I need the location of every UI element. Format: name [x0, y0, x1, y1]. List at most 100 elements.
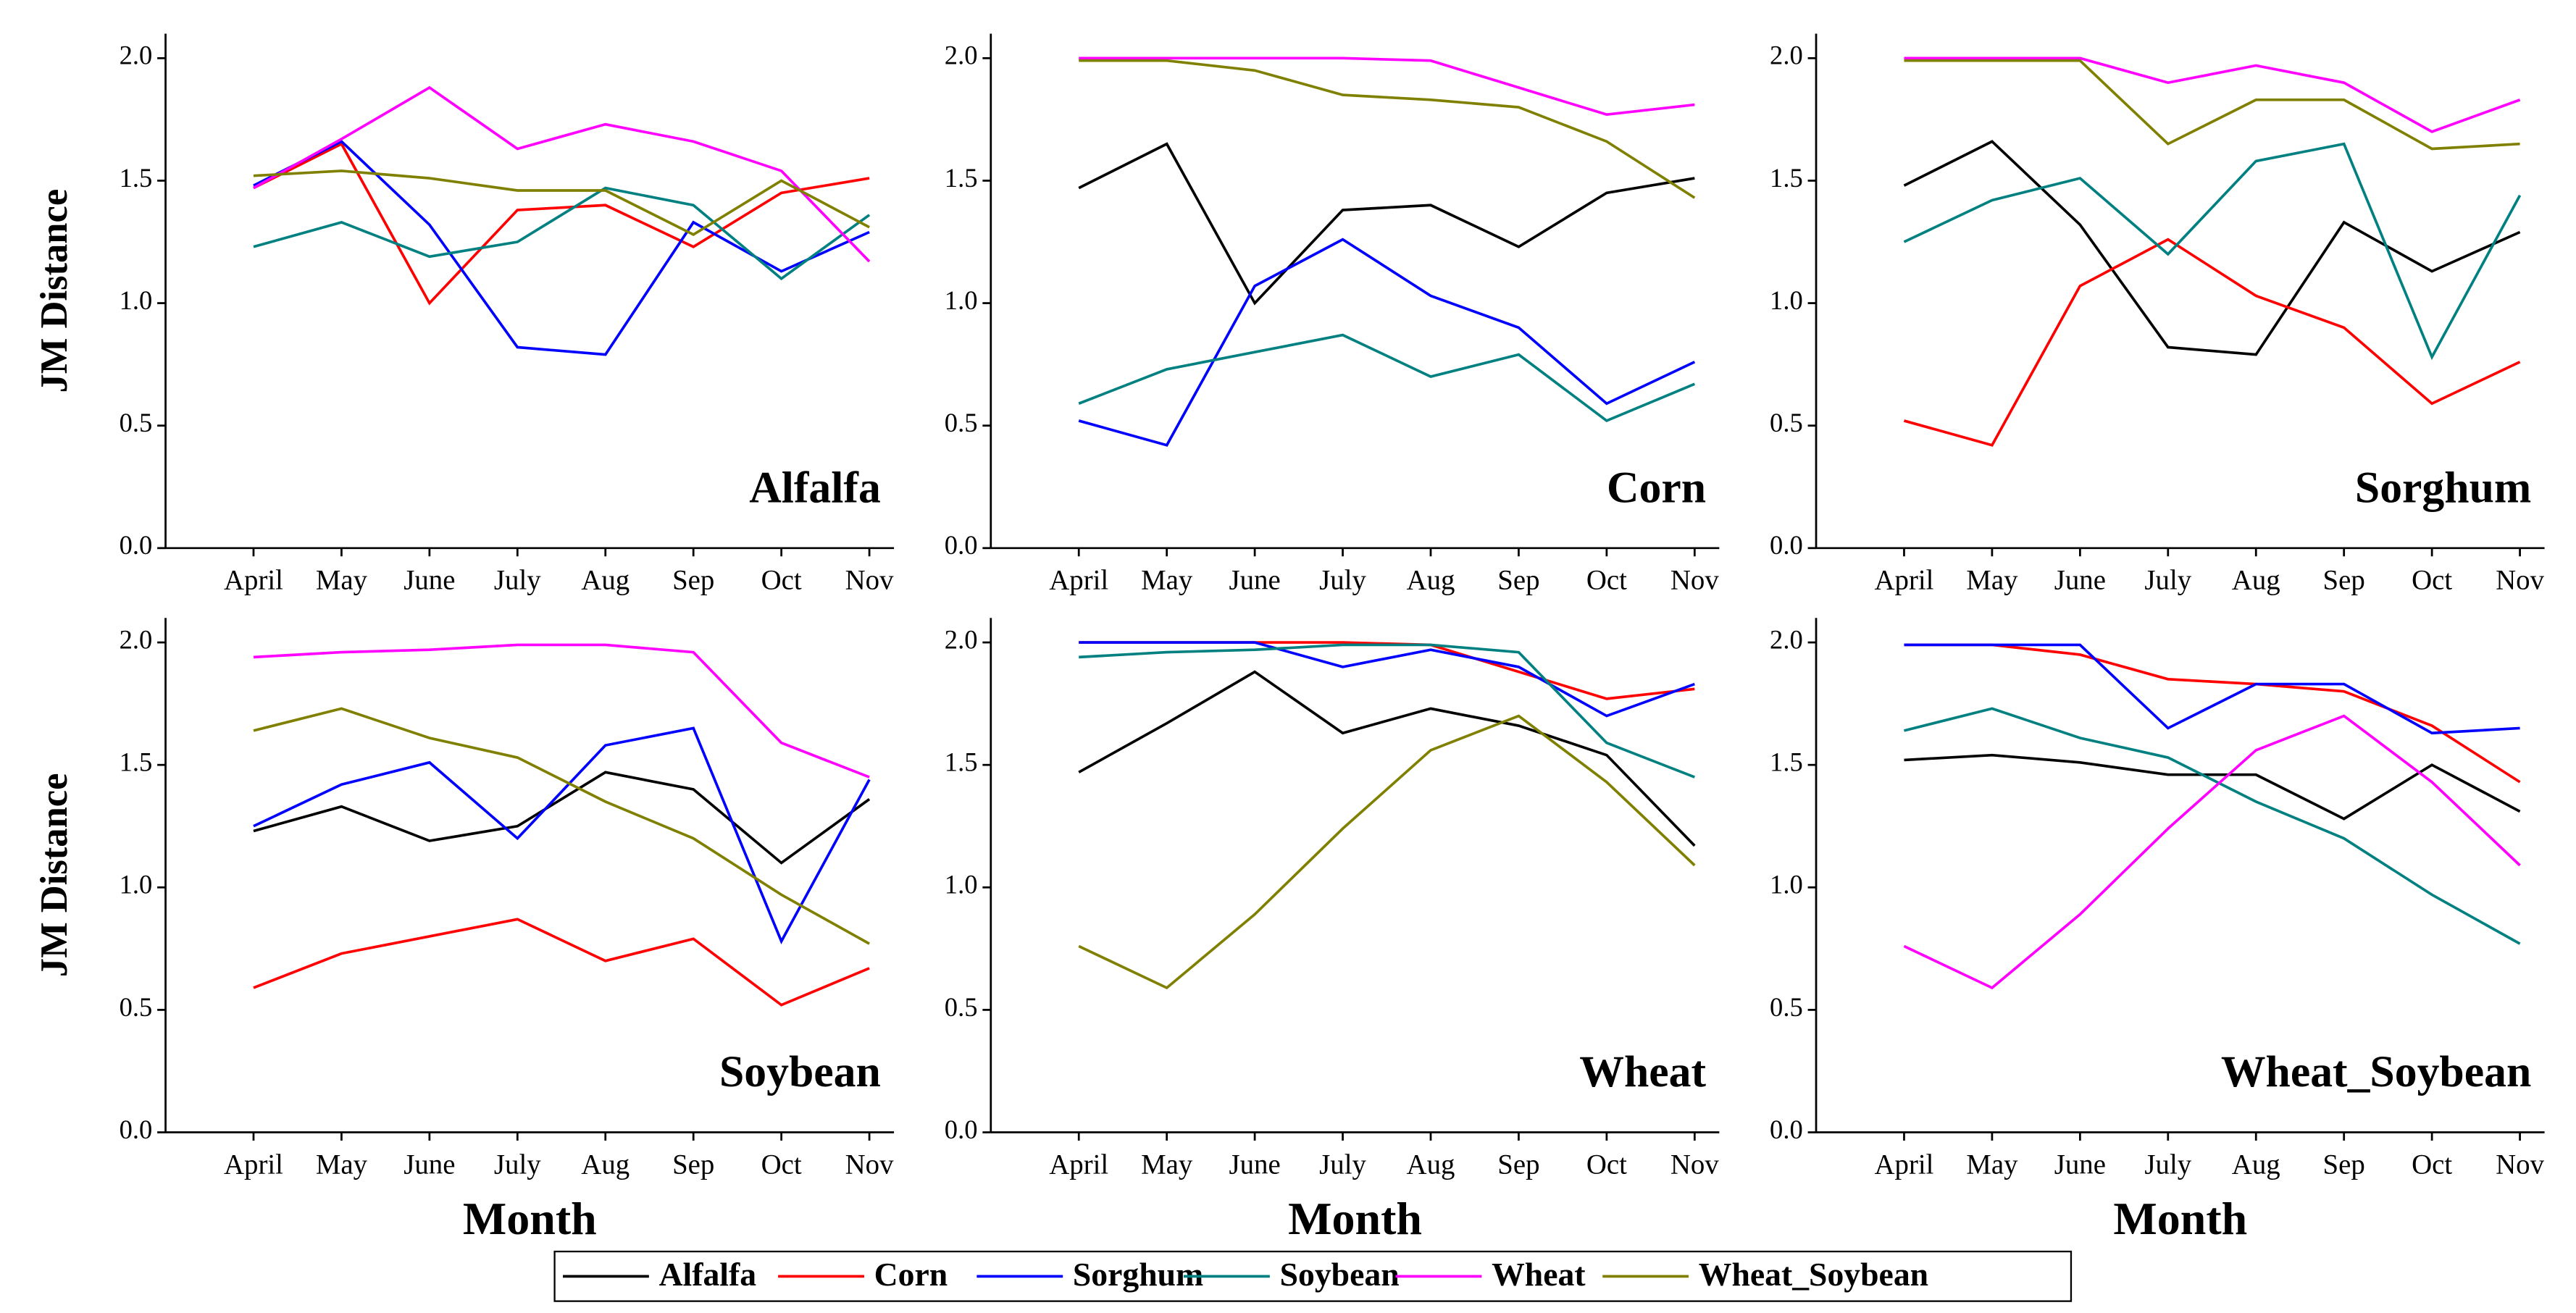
data-line: [1903, 140, 2521, 356]
x-tick-label: June: [403, 1149, 455, 1180]
data-line: [1078, 238, 1696, 447]
y-tick-label: 1.5: [1770, 747, 1803, 777]
x-tick-label: Nov: [1670, 1149, 1719, 1180]
x-tick-label: July: [494, 1149, 541, 1180]
x-tick-label: Oct: [761, 1149, 802, 1180]
x-tick-label: Aug: [2232, 565, 2280, 596]
x-tick-label: Nov: [845, 565, 894, 596]
x-tick-label: April: [1874, 565, 1933, 596]
data-line: [253, 140, 870, 356]
data-line: [253, 771, 871, 865]
data-line: [1904, 643, 2520, 735]
x-tick-label: Sep: [2323, 1149, 2365, 1180]
y-tick-label: 0.5: [120, 992, 153, 1022]
y-tick-label: 0.5: [945, 408, 978, 437]
panel-title: Sorghum: [2355, 463, 2531, 512]
x-tick-label: June: [1229, 1149, 1281, 1180]
x-tick-label: Nov: [2496, 1149, 2544, 1180]
y-tick-label: 0.0: [1770, 530, 1803, 560]
y-tick-label: 1.0: [120, 870, 153, 899]
x-tick-label: July: [494, 565, 541, 596]
x-tick-label: Aug: [1407, 1149, 1455, 1180]
y-tick-label: 0.0: [120, 530, 153, 560]
data-line: [253, 142, 870, 306]
x-tick-label: Sep: [1497, 1149, 1539, 1180]
x-tick-label: Sep: [2323, 565, 2365, 596]
y-tick-label: 1.5: [945, 747, 978, 777]
x-tick-label: May: [1966, 1149, 2018, 1180]
data-line: [1079, 59, 1696, 199]
y-tick-label: 1.0: [1770, 285, 1803, 315]
x-tick-label: Oct: [1586, 1149, 1627, 1180]
x-tick-label: Sep: [672, 1149, 714, 1180]
y-axis-label: JM Distance: [33, 189, 75, 393]
x-tick-label: April: [224, 565, 283, 596]
x-axis-label: Month: [463, 1193, 597, 1244]
x-tick-label: June: [2054, 1149, 2106, 1180]
x-axis-label: Month: [2113, 1193, 2247, 1244]
data-line: [1079, 643, 1695, 779]
data-line: [1904, 59, 2520, 151]
data-line: [1903, 238, 2521, 447]
y-tick-label: 0.5: [1770, 992, 1803, 1022]
data-line: [253, 726, 871, 944]
x-tick-label: July: [2144, 565, 2191, 596]
x-tick-label: Sep: [672, 565, 714, 596]
x-tick-label: May: [1966, 565, 2018, 596]
x-tick-label: June: [2054, 565, 2106, 596]
x-tick-label: Oct: [2412, 565, 2452, 596]
data-line: [1904, 643, 2521, 784]
data-line: [253, 918, 870, 1007]
y-tick-label: 0.0: [945, 1115, 978, 1144]
panel-title: Corn: [1607, 463, 1706, 512]
data-line: [1078, 333, 1696, 423]
data-line: [253, 169, 870, 236]
panel-title: Wheat_Soybean: [2221, 1047, 2531, 1096]
data-line: [1078, 714, 1696, 990]
data-line: [1904, 56, 2521, 133]
x-tick-label: May: [1141, 565, 1193, 596]
legend-label: Soybean: [1280, 1256, 1400, 1293]
data-line: [1904, 753, 2521, 821]
x-tick-label: Aug: [1407, 565, 1455, 596]
y-tick-label: 2.0: [120, 41, 153, 70]
x-tick-label: Oct: [1586, 565, 1627, 596]
y-tick-label: 2.0: [945, 624, 978, 654]
x-tick-label: April: [1049, 565, 1108, 596]
y-tick-label: 2.0: [120, 624, 153, 654]
y-tick-label: 1.0: [945, 870, 978, 899]
y-tick-label: 0.5: [1770, 408, 1803, 437]
data-line: [253, 85, 871, 263]
legend-label: Alfalfa: [659, 1256, 757, 1293]
y-tick-label: 1.5: [120, 163, 153, 193]
data-line: [1079, 641, 1695, 718]
y-tick-label: 1.5: [120, 747, 153, 777]
y-tick-label: 1.5: [1770, 163, 1803, 193]
x-tick-label: Aug: [581, 565, 630, 596]
x-axis-label: Month: [1288, 1193, 1422, 1244]
y-tick-label: 2.0: [945, 41, 978, 70]
x-tick-label: May: [316, 1149, 368, 1180]
x-tick-label: April: [1874, 1149, 1933, 1180]
x-tick-label: April: [1049, 1149, 1108, 1180]
legend-label: Corn: [874, 1256, 948, 1293]
x-tick-label: Nov: [2496, 565, 2544, 596]
x-tick-label: Nov: [1670, 565, 1719, 596]
x-tick-label: June: [403, 565, 455, 596]
x-tick-label: Aug: [2232, 1149, 2280, 1180]
legend-label: Sorghum: [1073, 1256, 1203, 1293]
x-tick-label: Nov: [845, 1149, 894, 1180]
y-tick-label: 0.0: [945, 530, 978, 560]
y-axis-label: JM Distance: [33, 773, 75, 978]
x-tick-label: July: [1319, 1149, 1366, 1180]
data-line: [1079, 56, 1695, 116]
y-tick-label: 2.0: [1770, 41, 1803, 70]
x-tick-label: Oct: [761, 565, 802, 596]
y-tick-label: 0.0: [120, 1115, 153, 1144]
y-tick-label: 0.5: [120, 408, 153, 437]
data-line: [1078, 670, 1696, 847]
y-tick-label: 2.0: [1770, 624, 1803, 654]
x-tick-label: July: [2144, 1149, 2191, 1180]
